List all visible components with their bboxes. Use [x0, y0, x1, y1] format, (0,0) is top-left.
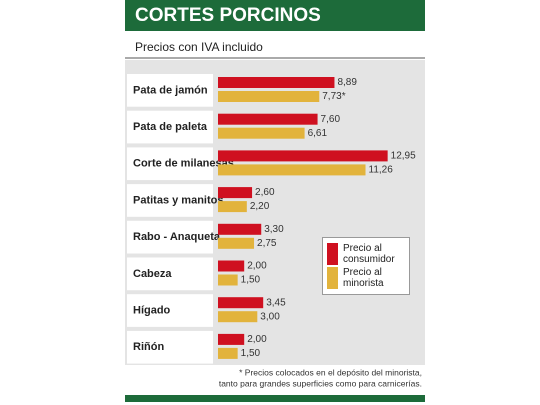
category-box [127, 110, 213, 144]
legend-swatch [327, 243, 338, 265]
legend-label: Precio al consumidor [343, 243, 395, 265]
category-box [127, 294, 213, 327]
category-box [127, 74, 213, 107]
category-label: Riñón [133, 341, 164, 353]
category-label: Pata de paleta [133, 121, 208, 133]
category-box [127, 184, 213, 217]
bar [218, 113, 318, 125]
category-label: Hígado [133, 304, 171, 316]
value-label: 1,50 [241, 348, 261, 359]
bar [218, 223, 262, 235]
category-box [127, 147, 213, 181]
value-label: 7,73* [322, 91, 345, 102]
bar [218, 311, 258, 323]
category-label: Rabo - Anaqueta [133, 231, 221, 243]
bar [218, 237, 255, 249]
footer-bar [125, 395, 425, 402]
value-label: 3,45 [266, 297, 286, 308]
bar [218, 347, 238, 359]
legend-item: Precio al minorista [327, 267, 405, 289]
bar [218, 187, 253, 199]
chart-title: CORTES PORCINOS [135, 5, 321, 26]
value-label: 2,00 [247, 261, 267, 272]
bar [218, 201, 247, 213]
bar [218, 260, 245, 272]
category-label: Patitas y manitos [133, 194, 223, 206]
value-label: 6,61 [308, 128, 328, 139]
bar [218, 274, 238, 286]
legend-item: Precio al consumidor [327, 243, 405, 265]
value-label: 3,30 [264, 224, 284, 235]
value-label: 2,00 [247, 334, 267, 345]
value-label: 2,60 [255, 187, 275, 198]
legend-label: Precio al minorista [343, 267, 384, 289]
bar [218, 91, 320, 102]
value-label: 2,20 [250, 201, 270, 212]
legend-swatch [327, 267, 338, 289]
bar [218, 333, 245, 345]
chart-subtitle: Precios con IVA incluido [135, 40, 263, 54]
footnote: tanto para grandes superficies como para… [219, 378, 422, 388]
value-label: 11,26 [369, 165, 394, 176]
legend: Precio al consumidor Precio al minorista [322, 237, 410, 295]
bar [218, 127, 305, 139]
value-label: 2,75 [257, 238, 277, 249]
bar [218, 164, 366, 176]
bar [218, 150, 388, 162]
value-label: 12,95 [391, 151, 416, 162]
category-label: Cabeza [133, 268, 172, 280]
value-label: 1,50 [241, 275, 261, 286]
category-label: Corte de milanesas [133, 158, 234, 170]
footnote: * Precios colocados en el depósito del m… [239, 367, 422, 377]
category-box [127, 257, 213, 291]
bar [218, 297, 264, 309]
category-box [127, 220, 213, 254]
bar [218, 77, 335, 88]
value-label: 8,89 [337, 77, 357, 88]
header-bar [125, 0, 425, 31]
value-label: 7,60 [321, 114, 341, 125]
category-box [127, 330, 213, 364]
category-label: Pata de jamón [133, 84, 208, 96]
value-label: 3,00 [260, 311, 280, 322]
